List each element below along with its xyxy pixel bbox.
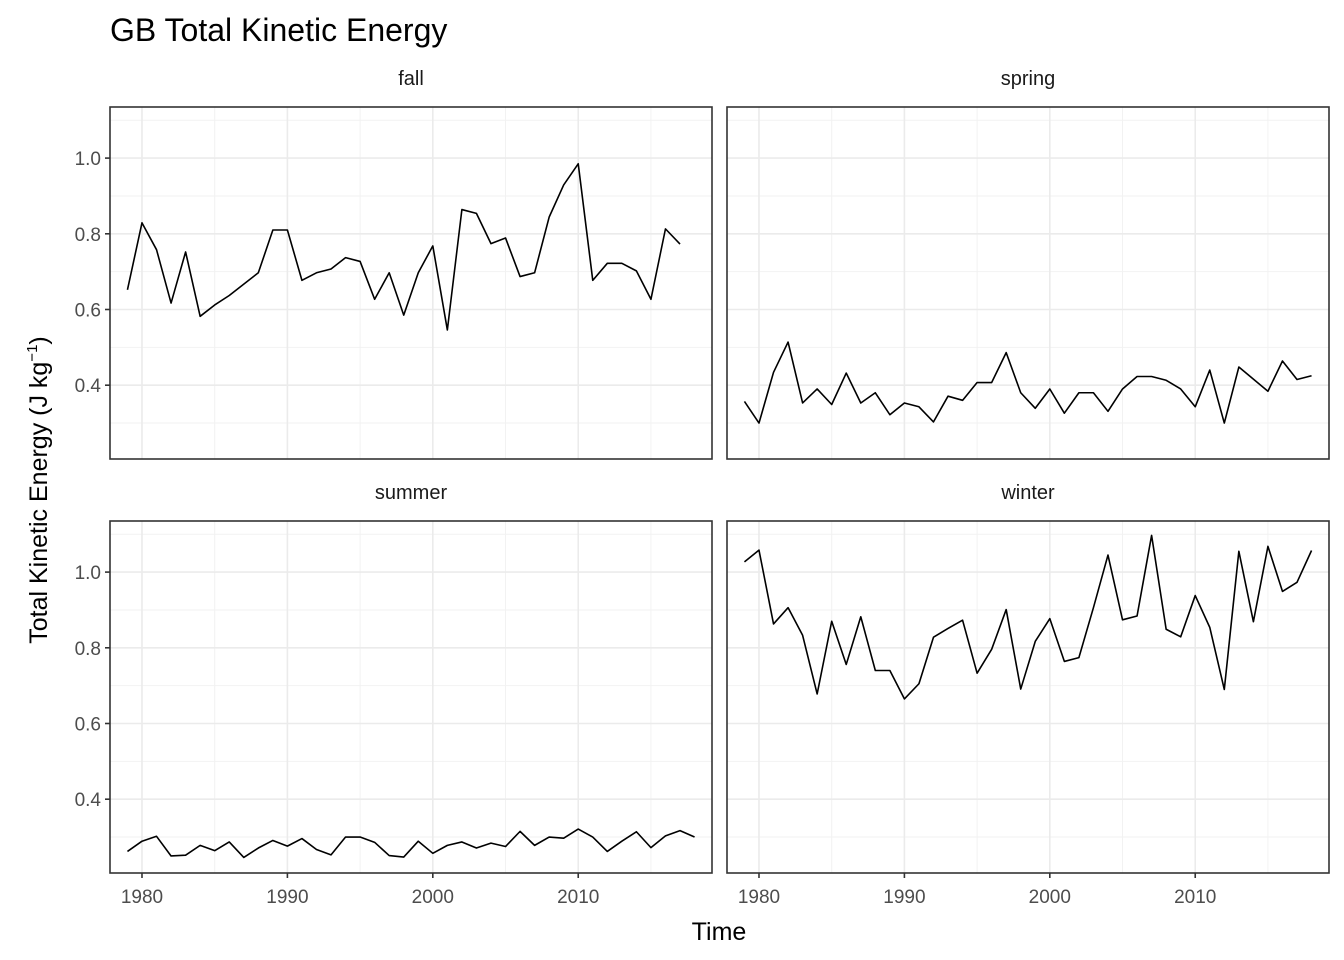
series-line-winter — [743, 534, 1313, 700]
strip-label: fall — [398, 68, 424, 90]
series-line-fall — [126, 162, 681, 331]
panel-background — [727, 107, 1329, 459]
panel-border — [726, 106, 1330, 460]
strip-label: winter — [1000, 482, 1055, 504]
panel-summer: summer 0.4 0.6 0.8 1.0 1980 1990 2000 2010 — [75, 482, 713, 908]
y-tick-label: 0.4 — [75, 376, 102, 397]
strip-label: spring — [1001, 68, 1055, 90]
x-tick-label: 2010 — [557, 887, 599, 908]
y-axis-title-main: Total Kinetic Energy (J kg — [25, 362, 53, 644]
x-tick-label: 2000 — [1029, 887, 1071, 908]
facet-panels: fall 0.4 0.6 0.8 1.0 spring summer 0.4 0.6 0.8 1.0… — [75, 68, 1330, 908]
panel-background — [110, 107, 712, 459]
y-axis-title-superscript: −1 — [24, 345, 41, 362]
y-tick-label: 1.0 — [75, 563, 101, 584]
series-line-spring — [743, 341, 1312, 424]
panel-border — [109, 520, 713, 874]
x-tick-label: 2000 — [412, 887, 454, 908]
x-axis-title: Time — [692, 918, 747, 946]
y-axis-title-close: ) — [25, 336, 53, 344]
x-tick-label: 2010 — [1174, 887, 1216, 908]
strip-label: summer — [375, 482, 448, 504]
y-tick-label: 0.6 — [75, 714, 101, 735]
y-axis-title: Total Kinetic Energy (J kg−1) — [24, 336, 53, 644]
x-tick-label: 1990 — [266, 887, 308, 908]
panel-background — [110, 521, 712, 873]
y-tick-label: 1.0 — [75, 149, 101, 170]
series-line-summer — [126, 828, 695, 859]
panel-background — [727, 521, 1329, 873]
panel-winter: winter 1980 1990 2000 2010 — [726, 482, 1330, 908]
y-tick-label: 0.8 — [75, 639, 101, 660]
panel-spring: spring — [726, 68, 1330, 460]
x-tick-label: 1980 — [738, 887, 780, 908]
panel-fall: fall 0.4 0.6 0.8 1.0 — [75, 68, 713, 460]
panel-border — [109, 106, 713, 460]
x-tick-label: 1990 — [883, 887, 925, 908]
y-tick-label: 0.4 — [75, 790, 102, 811]
y-tick-label: 0.6 — [75, 300, 101, 321]
x-tick-label: 1980 — [121, 887, 163, 908]
panel-border — [726, 520, 1330, 874]
y-tick-label: 0.8 — [75, 225, 101, 246]
chart-title: GB Total Kinetic Energy — [110, 12, 447, 48]
